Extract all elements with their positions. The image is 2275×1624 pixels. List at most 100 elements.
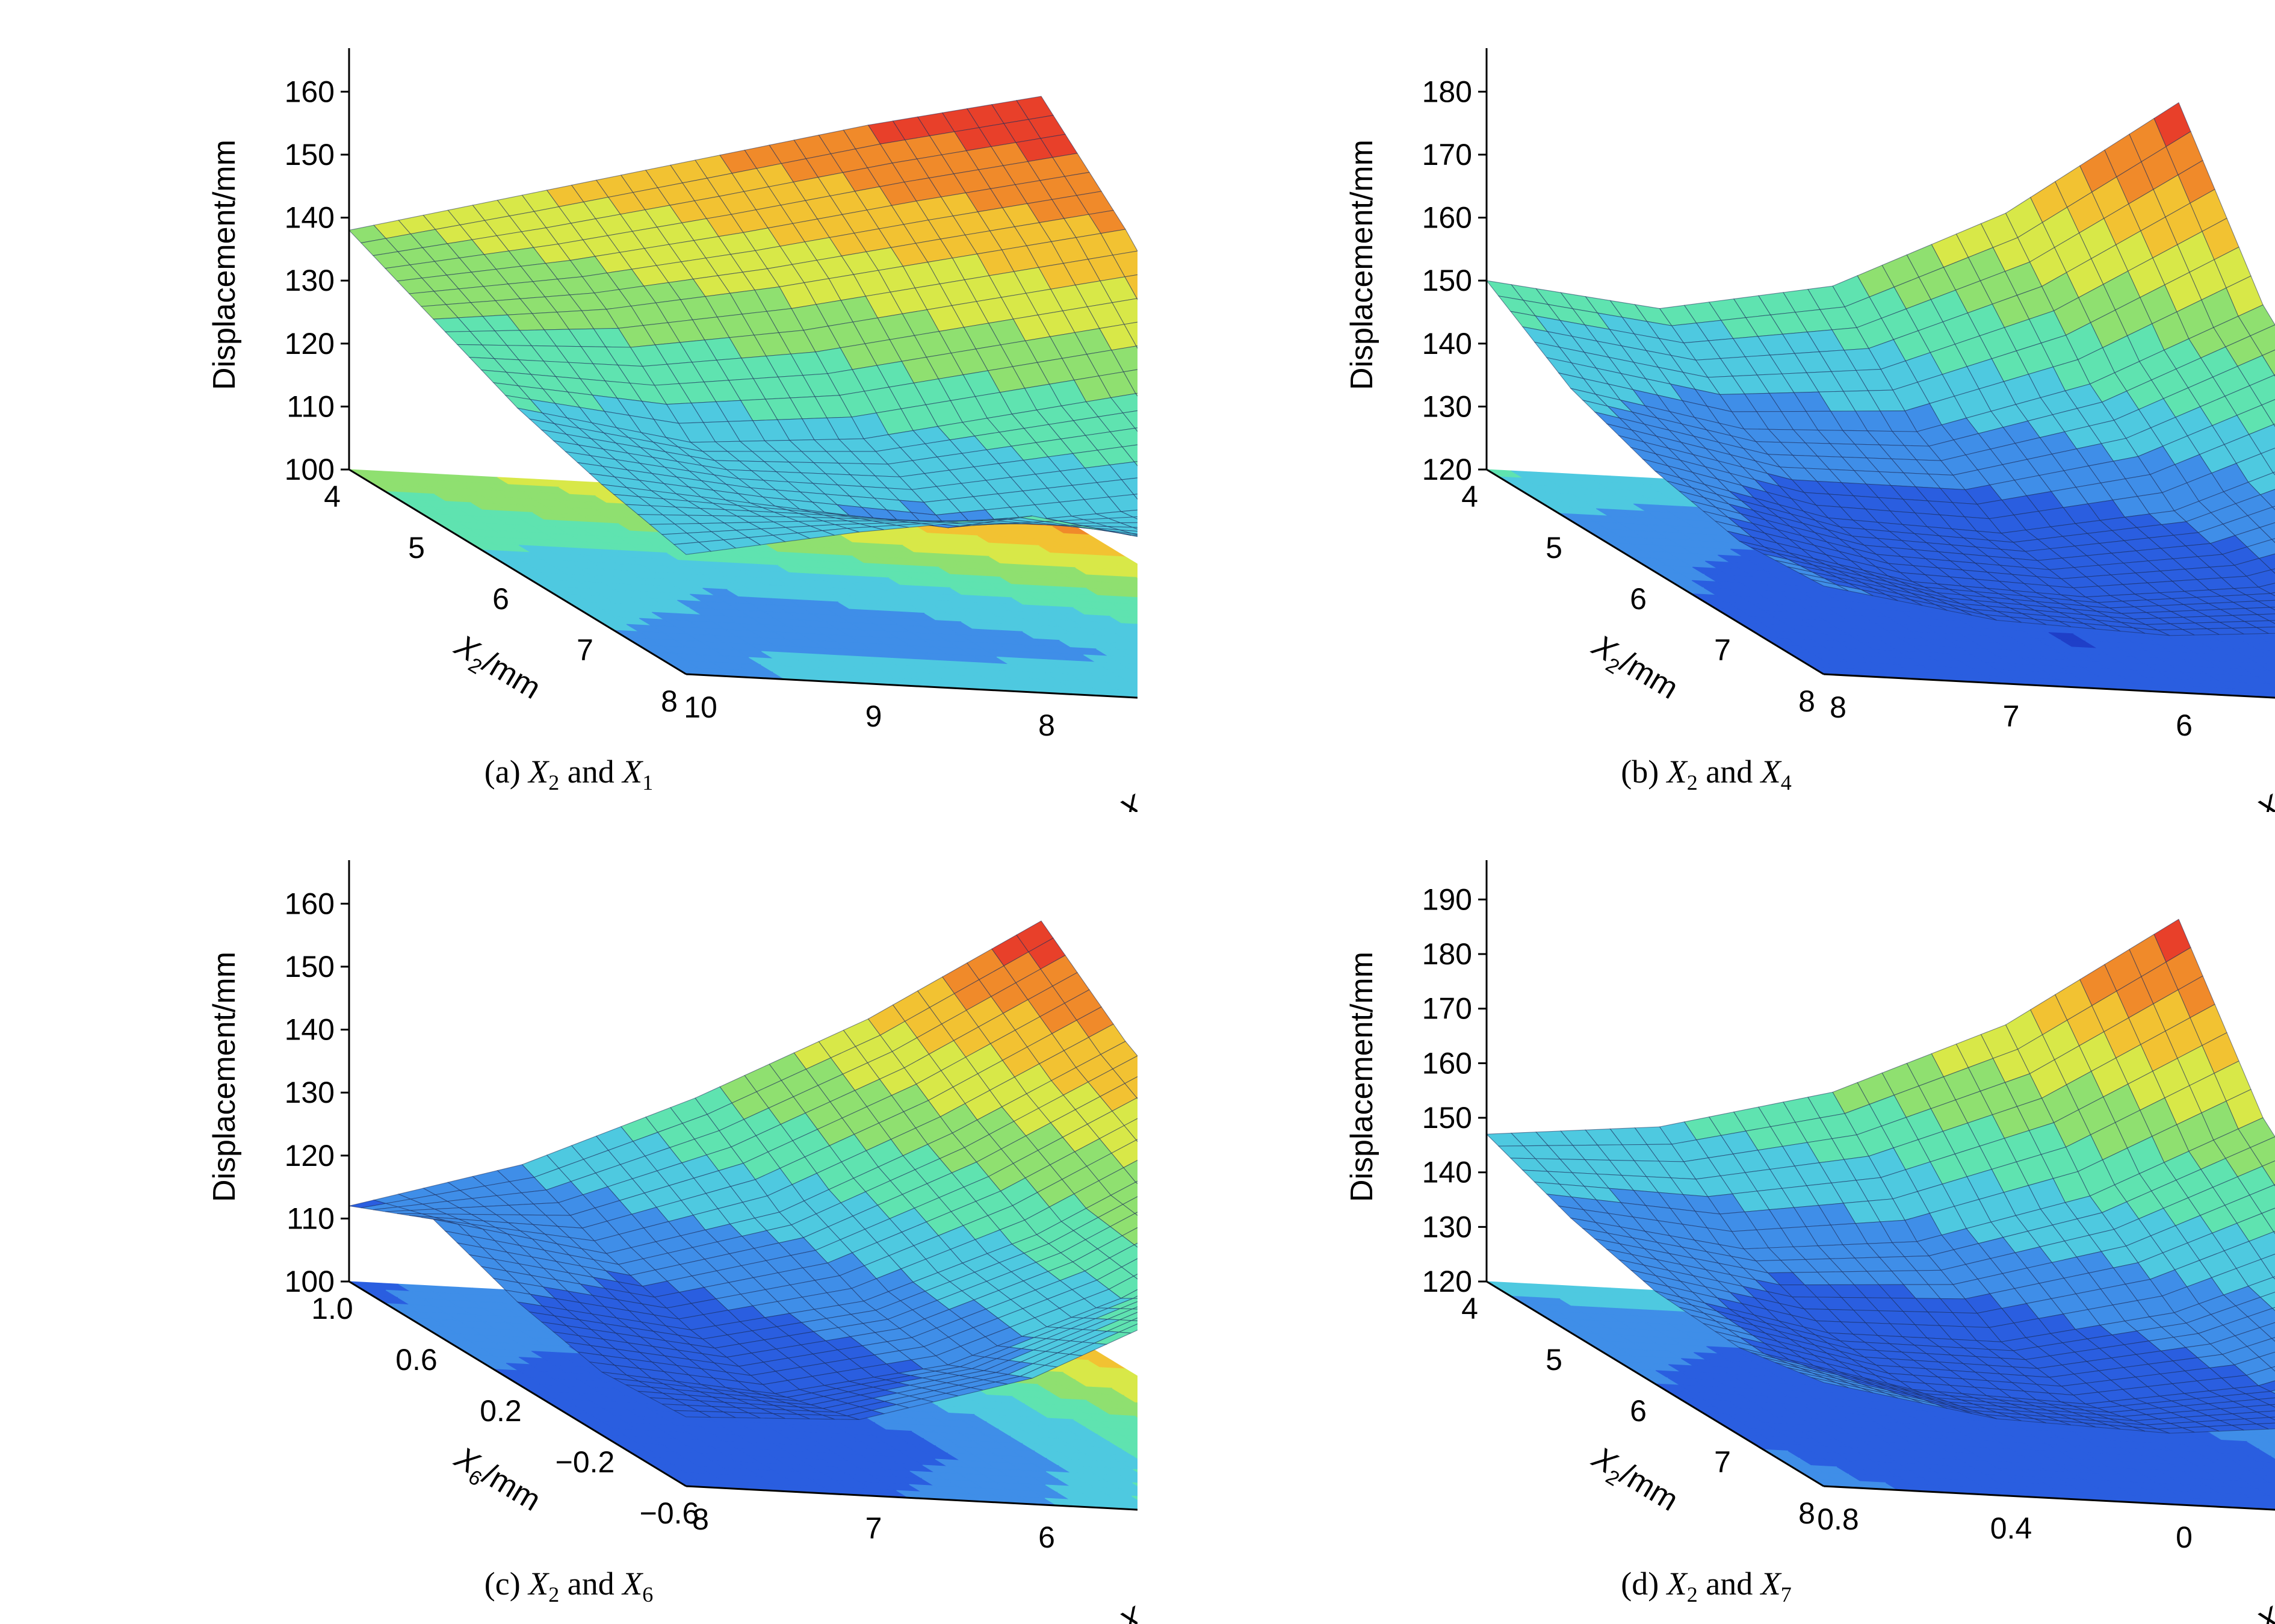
- x-tick-label: 6: [492, 582, 509, 616]
- surface-cell: [1133, 1242, 1138, 1248]
- contour-cell: [1136, 577, 1138, 578]
- y-tick-label: 8: [1830, 690, 1846, 724]
- contour-cell: [1121, 649, 1138, 659]
- z-tick-label: 140: [285, 1013, 335, 1047]
- z-tick-label: 150: [285, 950, 335, 984]
- contour-cell: [2246, 655, 2275, 665]
- surface-mesh: [1485, 102, 2275, 636]
- x-tick-label: −0.6: [640, 1496, 699, 1530]
- contour-cell: [1133, 643, 1138, 647]
- panel-caption: (c) X2 and X6: [484, 1566, 653, 1607]
- contour-cell: [1108, 655, 1138, 665]
- contour-cell: [1111, 589, 1138, 598]
- x-axis-line: [348, 1280, 687, 1487]
- x-tick-label: −0.2: [556, 1445, 615, 1479]
- contour-cell: [2244, 682, 2275, 692]
- y-tick-label: 8: [1038, 708, 1055, 742]
- surface-cell: [673, 1410, 711, 1418]
- contour-cell: [1122, 610, 1138, 618]
- surface-cell: [1131, 1317, 1138, 1321]
- contour-cell: [1124, 1381, 1138, 1390]
- contour-cell: [2271, 643, 2275, 647]
- z-tick-label: 140: [1422, 327, 1472, 361]
- contour-cell: [1136, 1389, 1138, 1390]
- y-axis-label: X4/mm: [2250, 752, 2275, 812]
- y-tick-label: 9: [865, 699, 882, 733]
- y-axis-line: [1823, 673, 2275, 699]
- contour-cell: [1122, 623, 1138, 631]
- contour-cell: [1119, 689, 1138, 698]
- contour-cell: [1120, 1475, 1138, 1484]
- z-tick-label: 170: [1422, 138, 1472, 172]
- contour-cell: [1119, 676, 1138, 685]
- chart-svg: 100 110 120 130 140 150 160 Displacement/mm 4 5 6 7…: [207, 48, 1138, 812]
- contour-cell: [2246, 642, 2275, 651]
- contour-cell: [1133, 1455, 1138, 1459]
- contour-cell: [1122, 1435, 1138, 1443]
- surface-cell: [1133, 1274, 1138, 1280]
- contour-cell: [1109, 1441, 1138, 1450]
- x-axis-line: [348, 468, 687, 675]
- z-tick-label: 150: [285, 138, 335, 172]
- contour-cell: [1112, 1387, 1138, 1396]
- y-axis-line: [686, 1485, 1138, 1511]
- contour-cell: [1134, 1429, 1138, 1431]
- contour-cell: [2270, 670, 2275, 675]
- surface-mesh: [348, 96, 1138, 555]
- y-axis-line: [686, 673, 1138, 699]
- contour-cell: [1112, 562, 1138, 571]
- contour-cell: [1120, 663, 1138, 672]
- z-tick-label: 110: [286, 1201, 335, 1235]
- contour-cell: [1100, 1367, 1138, 1377]
- z-tick-label: 150: [1422, 264, 1472, 297]
- x-tick-label: 4: [324, 480, 341, 513]
- contour-cell: [1107, 1481, 1138, 1490]
- contour-cell: [1136, 1402, 1138, 1404]
- contour-cell: [2257, 676, 2275, 685]
- contour-cell: [1124, 1395, 1138, 1404]
- contour-cell: [1132, 1482, 1138, 1487]
- z-tick-label: 120: [1422, 453, 1472, 486]
- contour-cell: [2269, 683, 2275, 688]
- contour-cell: [1123, 596, 1138, 605]
- contour-cell: [1119, 1501, 1138, 1510]
- panel-caption: (a) X2 and X1: [484, 754, 653, 795]
- chart-panel-d: 120 130 140 150 160 170 180 190 Displacement/mm 4…: [1138, 812, 2275, 1624]
- z-tick-label: 130: [285, 1076, 335, 1109]
- x-tick-label: 4: [1461, 480, 1478, 513]
- contour-cell: [1107, 669, 1138, 678]
- contour-cell: [1110, 1428, 1138, 1437]
- z-tick-label: 130: [1422, 389, 1472, 423]
- z-tick-label: 130: [285, 264, 335, 297]
- chart-svg: 120 130 140 150 160 170 180 Displacement/mm 4 5 6 7…: [1345, 48, 2275, 812]
- contour-cell: [1134, 630, 1138, 633]
- surface-cell: [673, 542, 712, 555]
- contour-cell: [1107, 1494, 1138, 1504]
- y-axis-label: X2/mm: [1113, 1564, 1138, 1624]
- contour-cell: [2259, 636, 2275, 645]
- contour-cell: [2256, 689, 2275, 698]
- axes: 100 110 120 130 140 150 160 Displacement/mm 1.0 0…: [207, 860, 1138, 1624]
- contour-cell: [1108, 1467, 1138, 1477]
- axes: 100 110 120 130 140 150 160 Displacement/mm 4 5 6 7…: [207, 48, 1138, 812]
- contour-cell: [2245, 669, 2275, 678]
- contour-cell: [1124, 583, 1138, 592]
- contour-cell: [1132, 670, 1138, 675]
- z-axis-label: Displacement/mm: [1345, 140, 1379, 390]
- panel-caption: (b) X2 and X4: [1621, 754, 1791, 795]
- z-tick-label: 180: [1422, 75, 1472, 108]
- z-tick-label: 100: [285, 453, 335, 486]
- x-tick-label: 0.2: [480, 1394, 522, 1428]
- x-tick-label: 8: [1798, 684, 1815, 718]
- z-tick-label: 100: [285, 1265, 335, 1298]
- x-tick-label: 7: [1714, 633, 1731, 667]
- contour-cell: [1109, 642, 1138, 651]
- surface-mesh: [348, 920, 1138, 1421]
- contour-cell: [1133, 657, 1138, 661]
- contour-cell: [1112, 575, 1138, 584]
- contour-cell: [1121, 636, 1138, 645]
- contour-cell: [1121, 1461, 1138, 1471]
- x-axis-label: X2/mm: [1583, 628, 1684, 710]
- chart-svg: 100 110 120 130 140 150 160 Displacement/mm 1.0 0…: [207, 860, 1138, 1624]
- contour-cell: [2258, 663, 2275, 672]
